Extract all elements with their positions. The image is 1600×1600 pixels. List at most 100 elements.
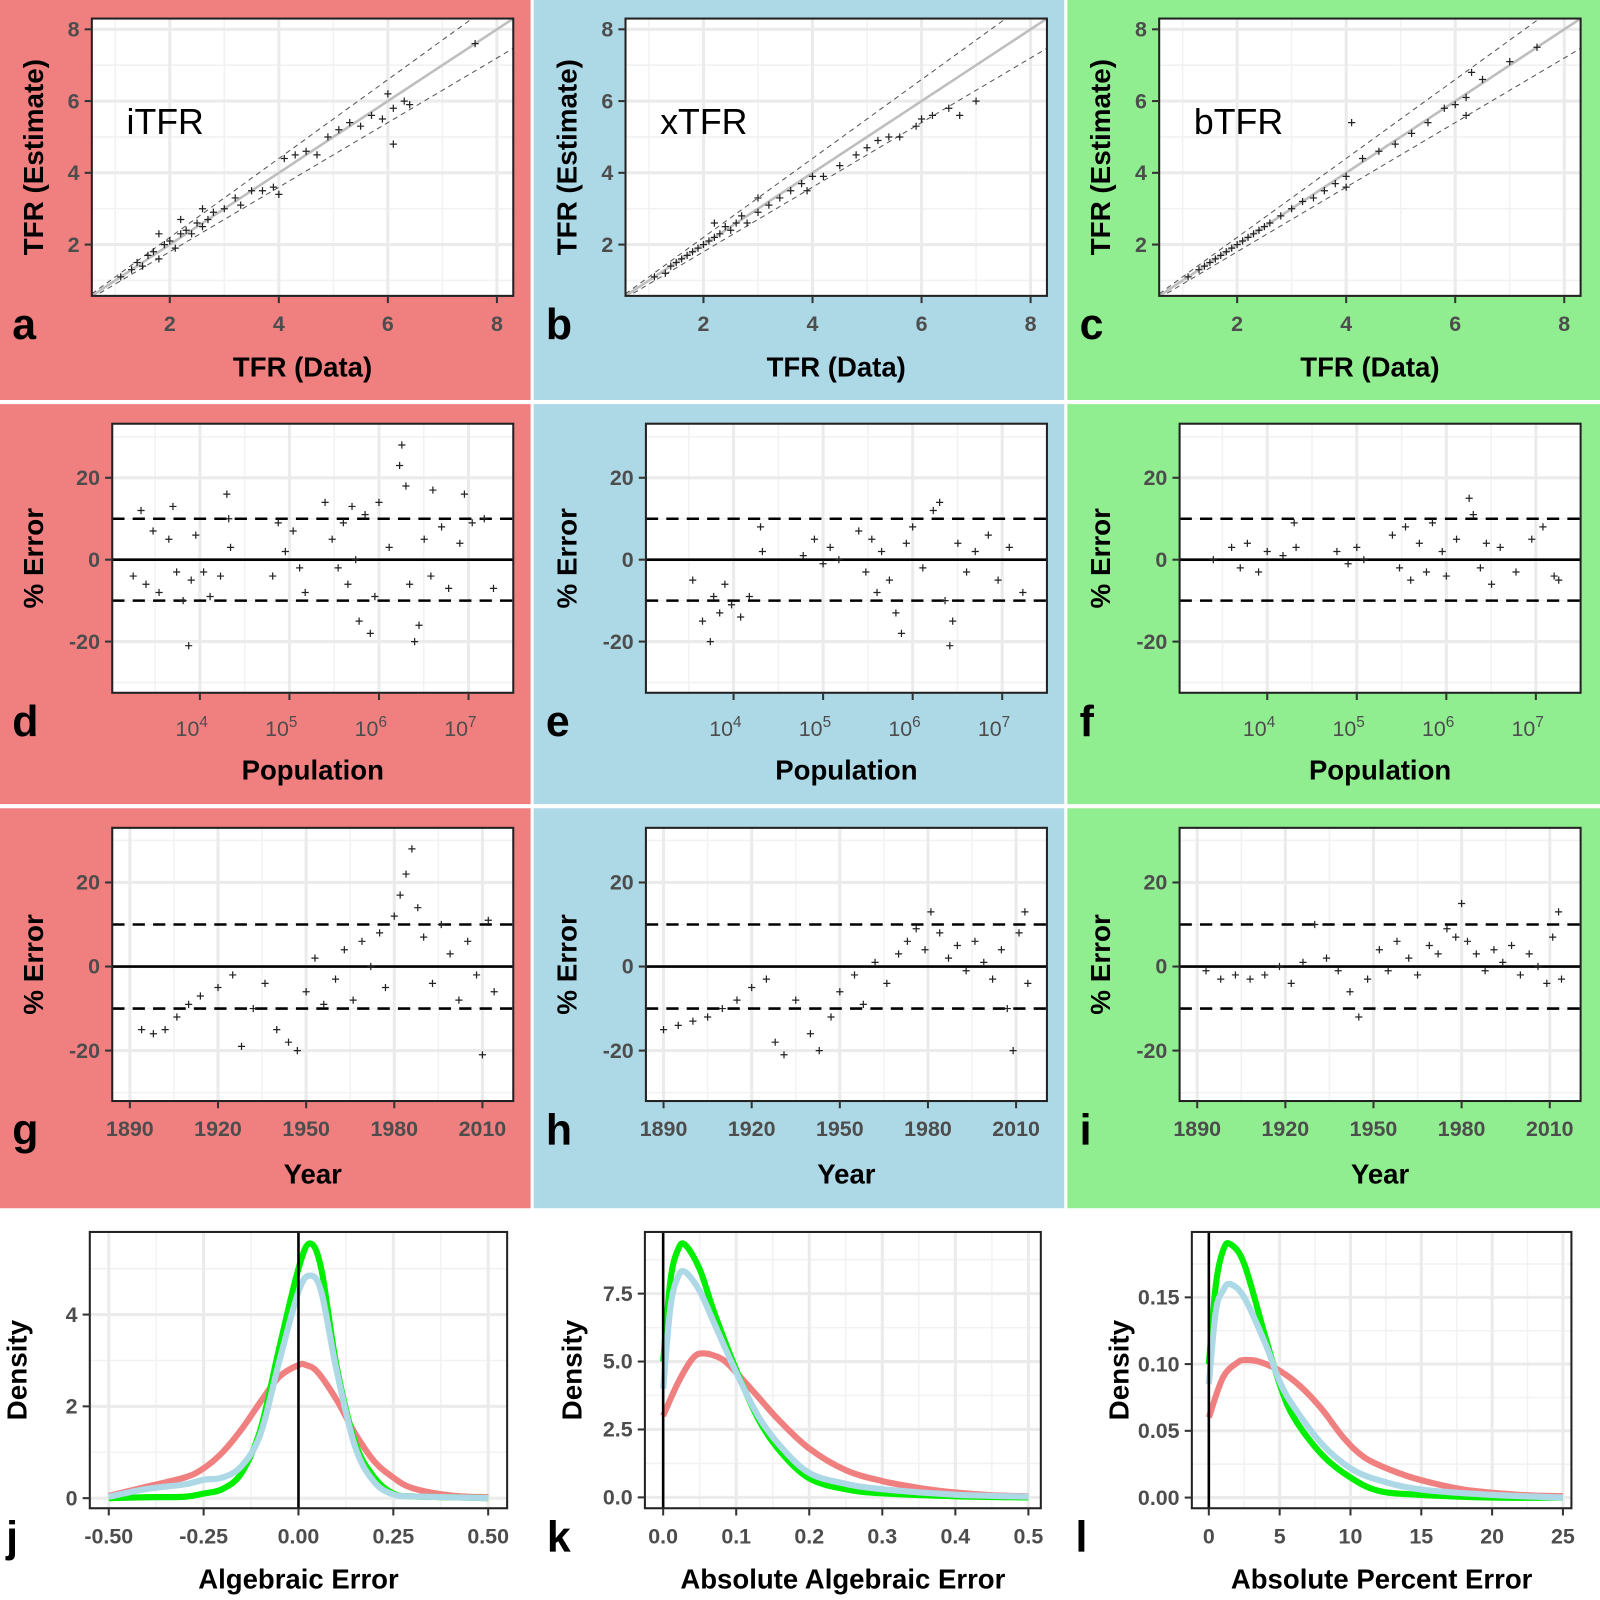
data-point [1217,975,1225,983]
data-point [994,576,1002,584]
data-point [1246,975,1254,983]
data-point [1508,941,1516,950]
x-tick-label: -0.50 [84,1524,133,1548]
x-tick-label: 0.1 [721,1524,751,1548]
data-point [384,90,392,98]
data-point [732,219,740,227]
data-point [659,1025,668,1034]
x-axis-title: Year [817,1158,875,1189]
data-point [852,151,860,159]
bound-line [627,47,1047,296]
data-point [1003,1004,1011,1013]
y-axis-title: % Error [552,914,583,1015]
x-tick-label: 107 [978,714,1010,741]
data-point [331,975,340,983]
x-tick-label: 107 [444,714,476,741]
data-point [1266,219,1274,227]
y-tick-label: 20 [1144,466,1168,490]
data-point [214,983,222,992]
data-point [1320,187,1328,195]
data-point [216,572,225,580]
data-point [1233,240,1241,249]
data-point [1228,543,1236,552]
data-point [302,988,310,996]
data-point [883,979,891,987]
tick-base: 10 [1512,717,1536,741]
data-point [344,580,352,588]
data-point [1393,937,1401,945]
data-point [1458,899,1466,908]
data-point [1024,979,1032,987]
data-point [727,226,735,234]
data-point [1290,519,1298,527]
x-tick-label: 0.5 [1014,1524,1044,1548]
x-tick-label: 1890 [106,1117,154,1141]
plot-area [644,1231,1041,1509]
y-axis-title: % Error [1085,508,1116,609]
x-axis-title: Population [1309,754,1451,785]
data-point [808,172,817,181]
data-point [229,971,237,979]
x-tick-label: 1890 [640,1117,688,1141]
data-point [1331,179,1339,188]
data-point [389,140,397,148]
data-point [1360,556,1368,564]
data-point [200,568,208,576]
data-point [390,912,398,920]
y-tick-label: 20 [1144,871,1168,895]
data-point [340,946,348,954]
x-tick-label: 105 [1332,714,1364,741]
data-point [929,506,937,515]
tick-exponent: 6 [378,714,387,731]
y-tick-label: 0.15 [1138,1285,1180,1309]
data-point [281,547,289,556]
data-point [780,1051,788,1059]
data-point [862,568,870,576]
data-point [756,523,765,531]
data-point [460,490,468,498]
data-point [311,954,319,962]
data-point [1348,118,1356,127]
y-tick-label: 0.10 [1138,1352,1180,1376]
tick-base: 10 [265,717,289,741]
data-point [1434,950,1442,958]
data-point [980,958,988,966]
y-tick-label: 20 [76,466,100,490]
data-point [137,506,145,515]
plot-content [1191,1231,1572,1509]
x-tick-label: 2010 [1526,1117,1574,1141]
data-point [1244,233,1252,242]
density-line-xTFR [660,1267,1029,1500]
data-point [437,920,445,929]
x-tick-label: 1980 [1438,1117,1486,1141]
data-point [1490,946,1498,954]
data-point [355,617,363,625]
data-point [1346,988,1354,996]
y-axis-title: Density [557,1319,588,1420]
data-point [689,1017,697,1025]
data-point [1243,539,1251,547]
x-tick-label: 106 [1422,714,1454,741]
x-tick-label: 1980 [370,1117,418,1141]
y-axis-title: % Error [1085,914,1116,1015]
data-point [871,958,879,966]
data-point [1550,572,1558,580]
data-point [335,126,343,134]
data-point [936,929,944,937]
data-point [478,1051,486,1059]
data-point [855,527,863,535]
data-point [187,576,195,584]
data-point [1287,979,1295,987]
data-point [237,201,245,209]
data-point [1415,539,1423,547]
bound-line [625,18,1007,295]
y-axis-title: TFR (Estimate) [18,59,49,255]
data-point [962,568,971,576]
y-tick-label: -20 [603,630,634,654]
y-tick-label: -20 [1136,1039,1167,1063]
plot-border [643,1230,1042,1510]
method-label: bTFR [1194,102,1283,142]
data-point [173,1013,181,1021]
